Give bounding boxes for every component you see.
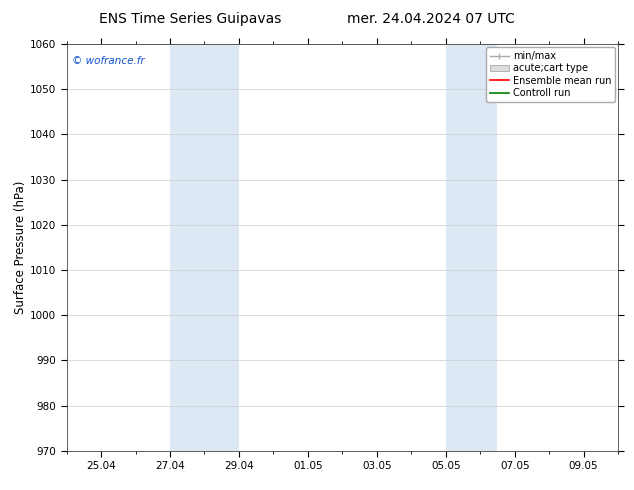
Bar bbox=[170, 44, 239, 451]
Text: ENS Time Series Guipavas: ENS Time Series Guipavas bbox=[99, 12, 281, 26]
Y-axis label: Surface Pressure (hPa): Surface Pressure (hPa) bbox=[14, 181, 27, 314]
Bar bbox=[446, 44, 498, 451]
Text: mer. 24.04.2024 07 UTC: mer. 24.04.2024 07 UTC bbox=[347, 12, 515, 26]
Text: © wofrance.fr: © wofrance.fr bbox=[72, 56, 145, 66]
Legend: min/max, acute;cart type, Ensemble mean run, Controll run: min/max, acute;cart type, Ensemble mean … bbox=[486, 47, 615, 102]
